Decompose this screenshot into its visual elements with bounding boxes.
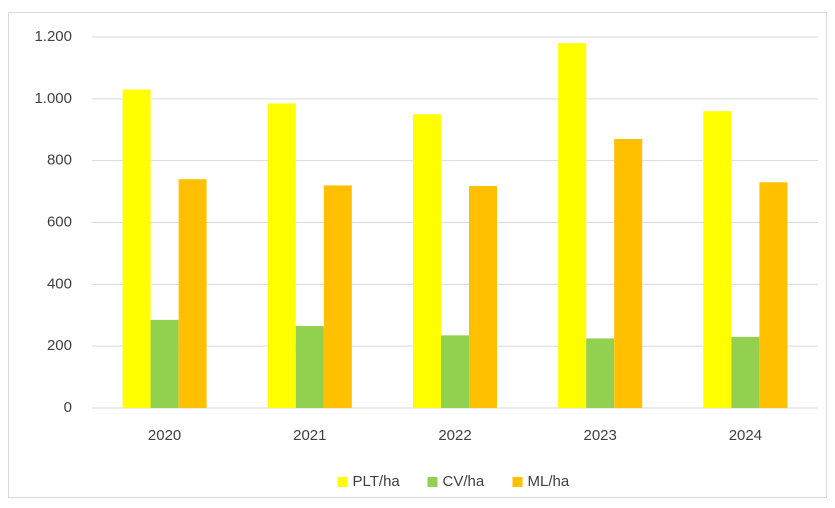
bar	[469, 186, 497, 408]
y-tick-label: 200	[47, 337, 72, 354]
legend-label: PLT/ha	[353, 473, 401, 490]
bar	[614, 139, 643, 408]
y-tick-label: 0	[64, 399, 72, 416]
bar	[413, 114, 441, 409]
legend-swatch	[427, 477, 438, 487]
y-tick-label: 400	[47, 275, 72, 292]
y-tick-label: 1.000	[34, 90, 72, 107]
y-tick-label: 1.200	[34, 28, 72, 45]
legend-swatch	[337, 477, 348, 487]
legend-label: CV/ha	[443, 473, 485, 490]
bar	[323, 185, 352, 408]
bar	[703, 111, 732, 408]
y-tick-label: 800	[47, 152, 72, 169]
y-tick-label: 600	[47, 213, 72, 230]
bar	[441, 335, 469, 408]
legend-label: ML/ha	[528, 473, 570, 490]
x-tick-label: 2020	[148, 427, 181, 444]
bar	[295, 326, 324, 408]
bar	[267, 103, 296, 409]
legend-swatch	[512, 477, 523, 487]
bar	[178, 179, 207, 408]
bar	[558, 43, 587, 408]
x-tick-label: 2023	[584, 427, 617, 444]
x-tick-label: 2021	[293, 427, 326, 444]
bar	[586, 338, 615, 408]
bar	[122, 89, 151, 408]
bar	[731, 336, 760, 408]
bar	[150, 319, 179, 408]
bar	[759, 182, 788, 408]
x-tick-label: 2024	[729, 427, 762, 444]
x-tick-label: 2022	[438, 427, 471, 444]
